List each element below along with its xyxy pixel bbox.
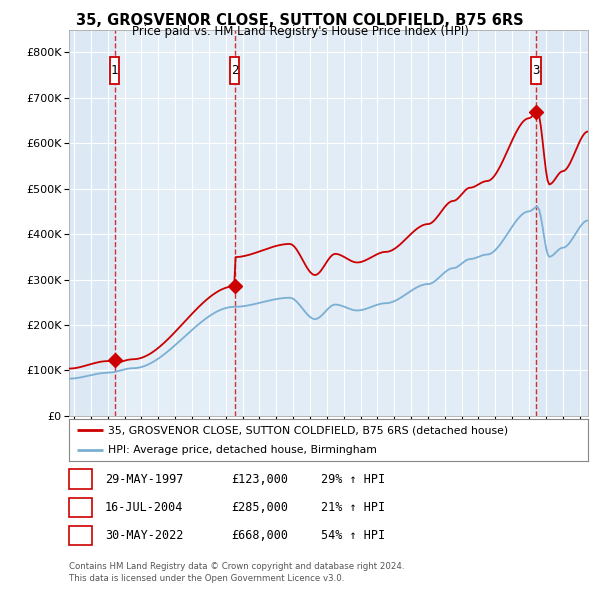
Text: 3: 3 [77, 529, 84, 542]
FancyBboxPatch shape [230, 57, 239, 84]
Text: 1: 1 [77, 473, 84, 486]
Bar [235, 30, 536, 416]
Text: 29-MAY-1997: 29-MAY-1997 [105, 473, 184, 486]
Text: Price paid vs. HM Land Registry's House Price Index (HPI): Price paid vs. HM Land Registry's House … [131, 25, 469, 38]
Bar [115, 30, 235, 416]
Text: HPI: Average price, detached house, Birmingham: HPI: Average price, detached house, Birm… [108, 445, 377, 455]
Text: 2: 2 [231, 64, 239, 77]
FancyBboxPatch shape [110, 57, 119, 84]
Text: 1: 1 [111, 64, 118, 77]
Text: 2: 2 [77, 501, 84, 514]
Text: Contains HM Land Registry data © Crown copyright and database right 2024.
This d: Contains HM Land Registry data © Crown c… [69, 562, 404, 583]
Text: 54% ↑ HPI: 54% ↑ HPI [321, 529, 385, 542]
Text: £123,000: £123,000 [231, 473, 288, 486]
Text: £285,000: £285,000 [231, 501, 288, 514]
Text: 29% ↑ HPI: 29% ↑ HPI [321, 473, 385, 486]
Text: 3: 3 [532, 64, 539, 77]
Text: 30-MAY-2022: 30-MAY-2022 [105, 529, 184, 542]
Text: 21% ↑ HPI: 21% ↑ HPI [321, 501, 385, 514]
Text: 35, GROSVENOR CLOSE, SUTTON COLDFIELD, B75 6RS: 35, GROSVENOR CLOSE, SUTTON COLDFIELD, B… [76, 13, 524, 28]
Text: £668,000: £668,000 [231, 529, 288, 542]
Text: 35, GROSVENOR CLOSE, SUTTON COLDFIELD, B75 6RS (detached house): 35, GROSVENOR CLOSE, SUTTON COLDFIELD, B… [108, 425, 508, 435]
Text: 16-JUL-2004: 16-JUL-2004 [105, 501, 184, 514]
FancyBboxPatch shape [531, 57, 541, 84]
